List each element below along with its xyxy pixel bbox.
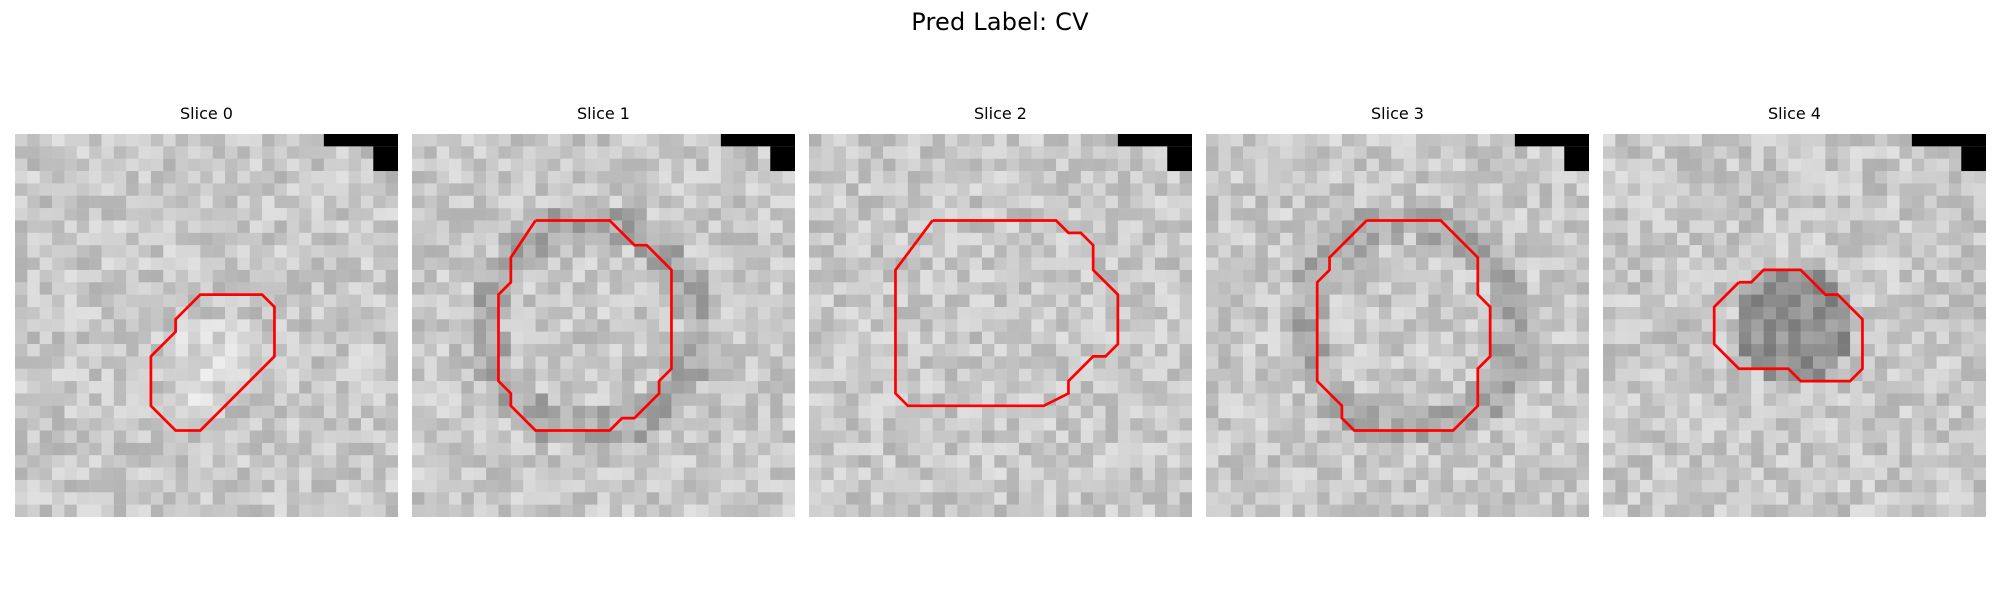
slice-panel-4: Slice 4 — [1603, 104, 1986, 534]
corner-mask — [373, 146, 398, 172]
pixel-grid — [1603, 134, 1986, 517]
slice-image-4 — [1603, 134, 1986, 517]
pixel-grid — [809, 134, 1192, 517]
roi-contour — [894, 219, 1120, 408]
slice-panel-0: Slice 0 — [15, 104, 398, 534]
slice-image-1 — [412, 134, 795, 517]
corner-mask — [1167, 146, 1192, 172]
roi-contour — [1315, 219, 1492, 432]
corner-mask — [1117, 134, 1192, 147]
roi-contour — [497, 219, 673, 432]
corner-mask — [720, 134, 795, 147]
slice-panel-2: Slice 2 — [809, 104, 1192, 534]
corner-mask — [323, 134, 398, 147]
slice-title-0: Slice 0 — [180, 104, 233, 123]
pixel-grid — [1206, 134, 1589, 517]
slice-title-4: Slice 4 — [1768, 104, 1821, 123]
slice-image-0 — [15, 134, 398, 517]
roi-contour — [149, 293, 276, 432]
slice-title-2: Slice 2 — [974, 104, 1027, 123]
slice-title-1: Slice 1 — [577, 104, 630, 123]
slice-image-2 — [809, 134, 1192, 517]
corner-mask — [1564, 146, 1589, 172]
pixel-grid — [15, 134, 398, 517]
corner-mask — [1514, 134, 1589, 147]
corner-mask — [770, 146, 795, 172]
pixel-grid — [412, 134, 795, 517]
slice-panel-3: Slice 3 — [1206, 104, 1589, 534]
slice-title-3: Slice 3 — [1371, 104, 1424, 123]
slice-image-3 — [1206, 134, 1589, 517]
roi-contour — [1712, 268, 1864, 383]
slice-panel-1: Slice 1 — [412, 104, 795, 534]
corner-mask — [1911, 134, 1986, 147]
corner-mask — [1961, 146, 1986, 172]
figure-title: Pred Label: CV — [911, 8, 1089, 36]
